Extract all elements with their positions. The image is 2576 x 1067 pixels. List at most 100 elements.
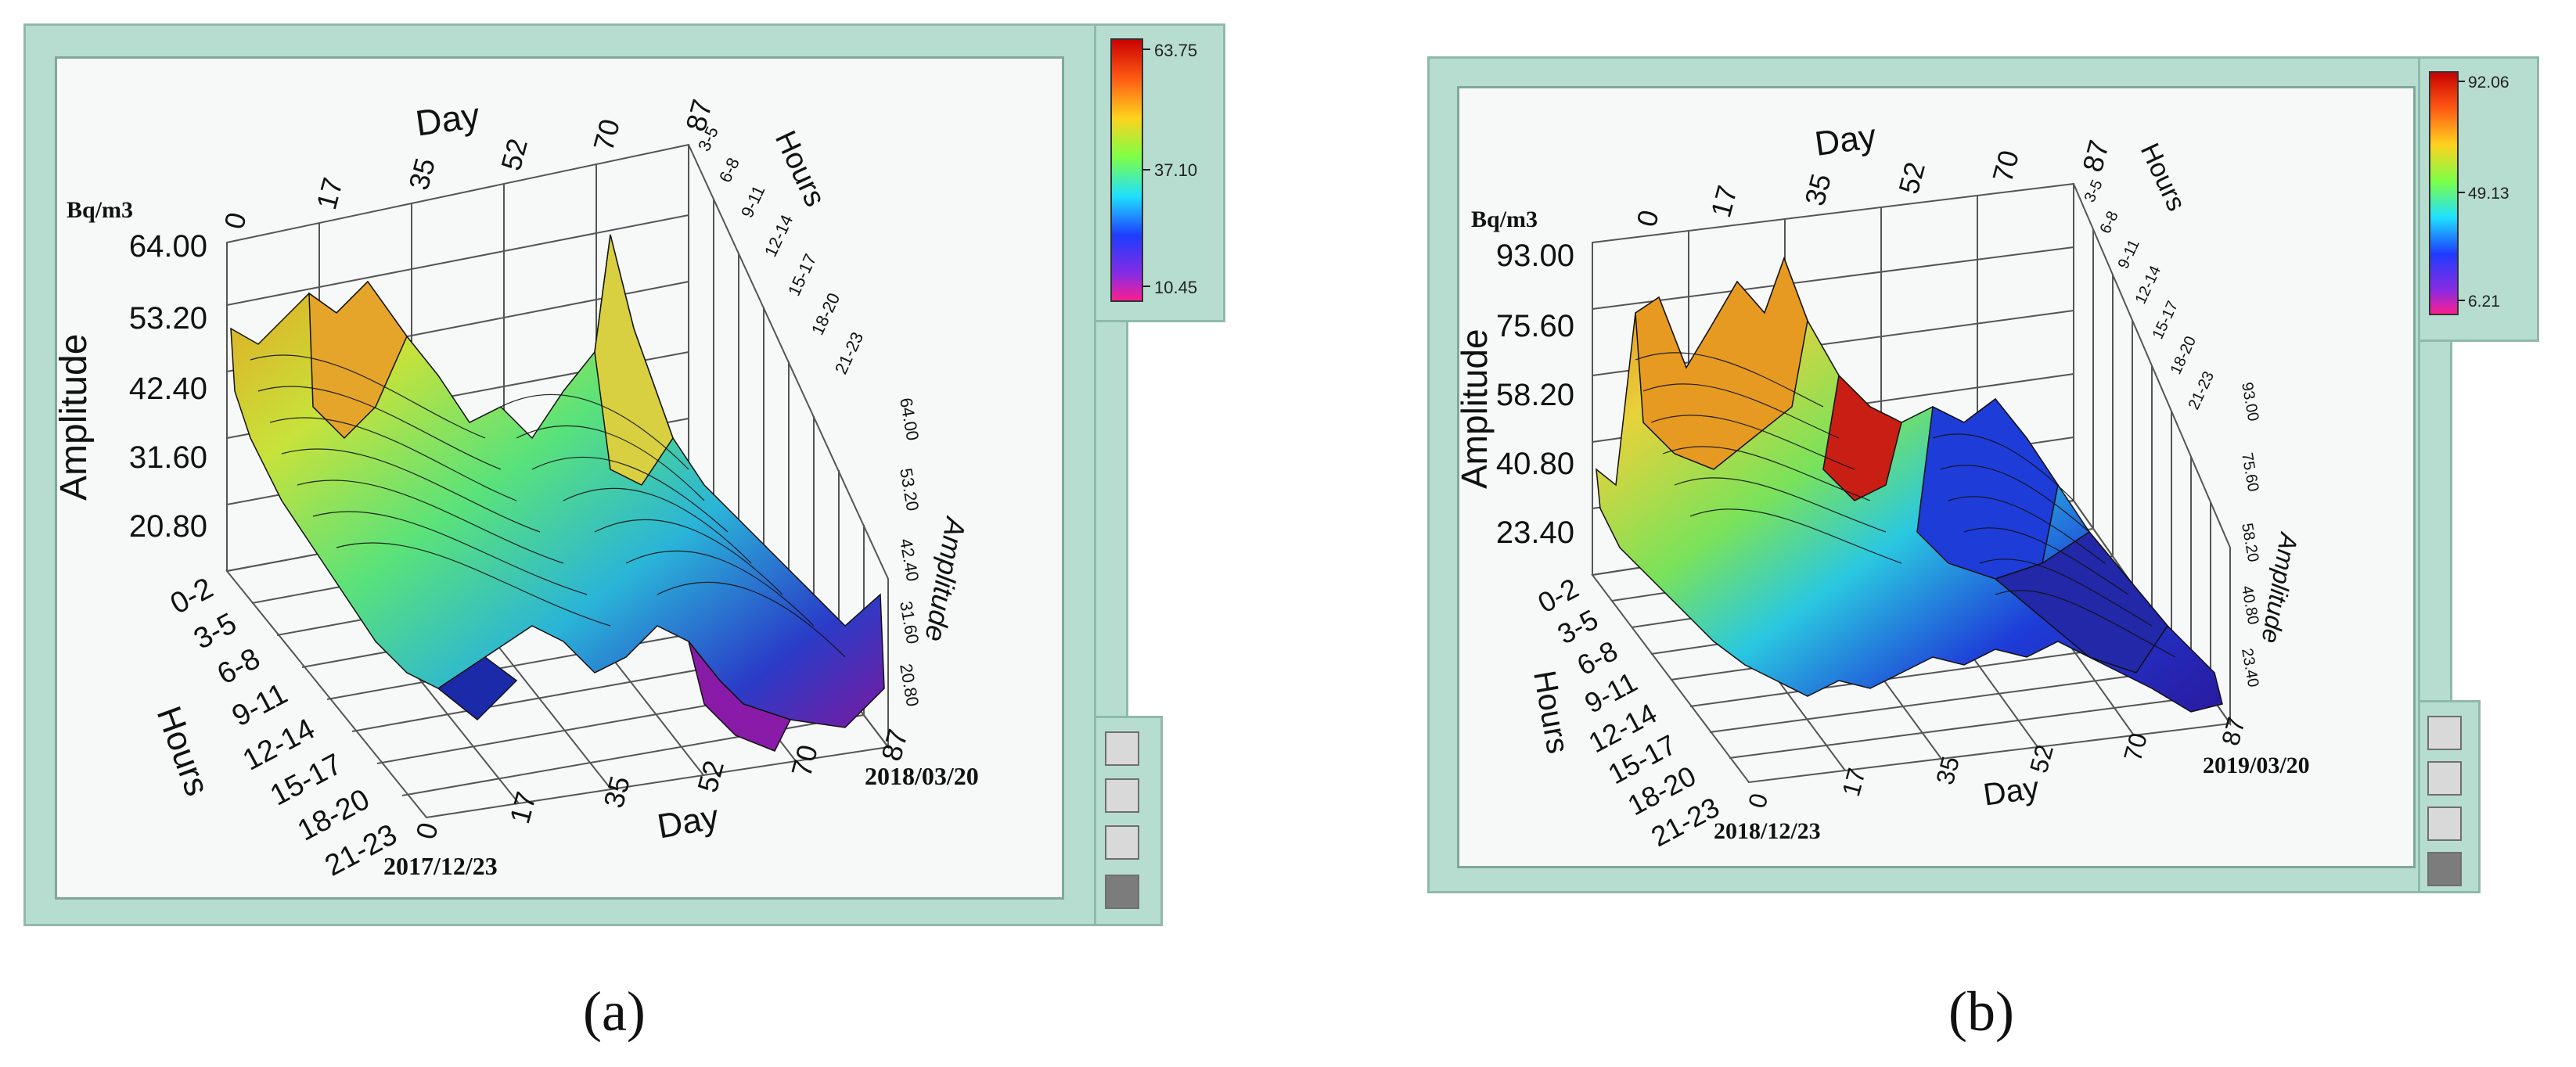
z-tick-label: 53.20 xyxy=(896,467,923,513)
z-tick-label: 20.80 xyxy=(129,509,207,544)
z-tick-label: 31.60 xyxy=(129,440,207,475)
z-tick-label: 75.60 xyxy=(1496,309,1574,343)
pan-tool-icon[interactable] xyxy=(2427,761,2462,796)
panel-caption-a: (a) xyxy=(583,980,646,1043)
day-tick-label: 70 xyxy=(2118,730,2153,764)
zoom-xyz-tool-icon[interactable] xyxy=(1105,731,1139,766)
unit-label-a: Bq/m3 xyxy=(67,197,133,223)
top-hour-ticks-b: 3-5 6-8 9-11 12-14 15-17 18-20 21-23 xyxy=(2081,178,2218,412)
hour-tick-label: 15-17 xyxy=(2150,298,2182,342)
z-tick-label: 75.60 xyxy=(2238,451,2261,493)
z-tick-label: 58.20 xyxy=(1496,378,1574,412)
hour-tick-label: 6-8 xyxy=(2097,209,2122,236)
z-tick-labels-a: 64.00 53.20 42.40 31.60 20.80 xyxy=(129,229,207,544)
reset-view-tool-icon[interactable] xyxy=(1105,875,1139,909)
right-z-title-b: Amplitude xyxy=(2256,530,2304,645)
surface-a xyxy=(230,234,885,752)
day-tick-label: 0 xyxy=(218,209,253,232)
day-tick-label: 87 xyxy=(875,726,914,764)
top-day-title-b: Day xyxy=(1812,117,1878,163)
unit-label-b: Bq/m3 xyxy=(1471,207,1538,232)
panel-caption-b: (b) xyxy=(1948,980,2014,1043)
colorbar-min-label-a: 10.45 xyxy=(1154,278,1197,297)
hour-tick-label: 12-14 xyxy=(761,212,797,260)
z-axis-title-a: Amplitude xyxy=(53,334,95,501)
z-tick-label: 42.40 xyxy=(129,372,207,406)
day-tick-label: 17 xyxy=(1837,765,1871,799)
bottom-day-title-a: Day xyxy=(654,798,721,846)
hours-title-b: Hours xyxy=(1527,668,1575,756)
hour-tick-label: 3-5 xyxy=(2081,178,2106,205)
day-tick-label: 87 xyxy=(2076,137,2115,175)
z-tick-label: 23.40 xyxy=(2238,647,2261,688)
hour-tick-label: 6-8 xyxy=(212,642,265,692)
day-tick-label: 87 xyxy=(2216,714,2250,749)
start-date-a: 2017/12/23 xyxy=(383,852,498,880)
day-tick-label: 70 xyxy=(785,742,824,780)
z-axis-title-b: Amplitude xyxy=(1454,329,1495,489)
z-tick-label: 64.00 xyxy=(129,229,207,264)
chart-panel-b: 92.06 49.13 6.21 xyxy=(1401,0,2576,1067)
start-date-b: 2018/12/23 xyxy=(1714,818,1821,844)
reset-view-tool-icon[interactable] xyxy=(2427,852,2462,886)
hour-tick-label: 12-14 xyxy=(2132,263,2165,307)
colorbar-ticks-b xyxy=(2458,81,2465,301)
hour-tick-label: 15-17 xyxy=(784,251,820,300)
z-tick-label: 40.80 xyxy=(2238,584,2261,626)
z-tick-label: 31.60 xyxy=(896,600,923,646)
chart-panel-a: 63.75 37.10 10.45 xyxy=(0,0,1252,1067)
surface-plot-a: 63.75 37.10 10.45 xyxy=(53,38,1197,883)
rotate-tool-icon[interactable] xyxy=(2427,807,2462,841)
colorbar-mid-label-b: 49.13 xyxy=(2468,185,2509,203)
day-tick-label: 0 xyxy=(1743,790,1773,811)
z-tick-label: 20.80 xyxy=(896,663,923,709)
top-hours-title-b: Hours xyxy=(2135,138,2192,215)
day-tick-label: 52 xyxy=(495,135,534,174)
day-tick-label: 0 xyxy=(1630,207,1665,230)
hour-tick-label: 18-20 xyxy=(2168,333,2200,377)
colorbar-max-label-b: 92.06 xyxy=(2468,74,2509,92)
hour-tick-label: 9-11 xyxy=(2115,237,2143,271)
z-tick-label: 93.00 xyxy=(1496,239,1574,273)
hour-tick-label: 18-20 xyxy=(808,290,844,339)
hour-tick-label: 21-23 xyxy=(831,329,867,378)
rotate-tool-icon[interactable] xyxy=(1105,825,1139,860)
contour-lines-b xyxy=(1635,352,2176,658)
colorbar-ticks-a xyxy=(1142,48,1150,287)
z-tick-labels-b: 93.00 75.60 58.20 40.80 23.40 xyxy=(1496,239,1574,550)
end-date-b: 2019/03/20 xyxy=(2203,753,2310,778)
zoom-xyz-tool-icon[interactable] xyxy=(2427,716,2462,750)
z-tick-label: 23.40 xyxy=(1496,516,1574,550)
day-tick-label: 17 xyxy=(503,789,542,827)
hour-tick-label: 6-8 xyxy=(715,155,743,185)
z-tick-label: 64.00 xyxy=(896,397,923,443)
z-tick-label: 40.80 xyxy=(1496,447,1574,481)
z-tick-label: 93.00 xyxy=(2238,381,2261,422)
day-tick-label: 0 xyxy=(409,819,444,842)
surface-b xyxy=(1596,256,2223,713)
day-tick-label: 35 xyxy=(597,773,636,811)
z-tick-label: 58.20 xyxy=(2238,522,2261,563)
hour-tick-label: 9-11 xyxy=(737,182,769,221)
contour-lines-a xyxy=(250,354,846,658)
day-tick-label: 52 xyxy=(691,757,730,796)
hours-title-a: Hours xyxy=(149,702,217,801)
colorbar-max-label-a: 63.75 xyxy=(1154,41,1197,60)
day-tick-label: 35 xyxy=(1930,753,1965,788)
top-hours-title-a: Hours xyxy=(768,126,832,212)
day-tick-label: 35 xyxy=(1798,171,1837,209)
day-tick-label: 35 xyxy=(402,155,441,193)
z-tick-label: 53.20 xyxy=(129,301,207,336)
day-tick-label: 17 xyxy=(1704,182,1743,221)
end-date-a: 2018/03/20 xyxy=(865,762,979,790)
top-day-title-a: Day xyxy=(413,95,482,144)
right-z-ticks-a: 64.00 53.20 42.40 31.60 20.80 xyxy=(896,397,923,709)
right-z-ticks-b: 93.00 75.60 58.20 40.80 23.40 xyxy=(2238,381,2261,688)
right-z-title-a: Amplitude xyxy=(919,514,973,645)
hour-tick-label: 0-2 xyxy=(165,572,218,621)
bottom-day-title-b: Day xyxy=(1981,771,2042,812)
pan-tool-icon[interactable] xyxy=(1105,778,1139,813)
colorbar-min-label-b: 6.21 xyxy=(2468,293,2500,311)
day-tick-label: 17 xyxy=(310,174,349,213)
hour-tick-label: 21-23 xyxy=(2186,368,2218,412)
